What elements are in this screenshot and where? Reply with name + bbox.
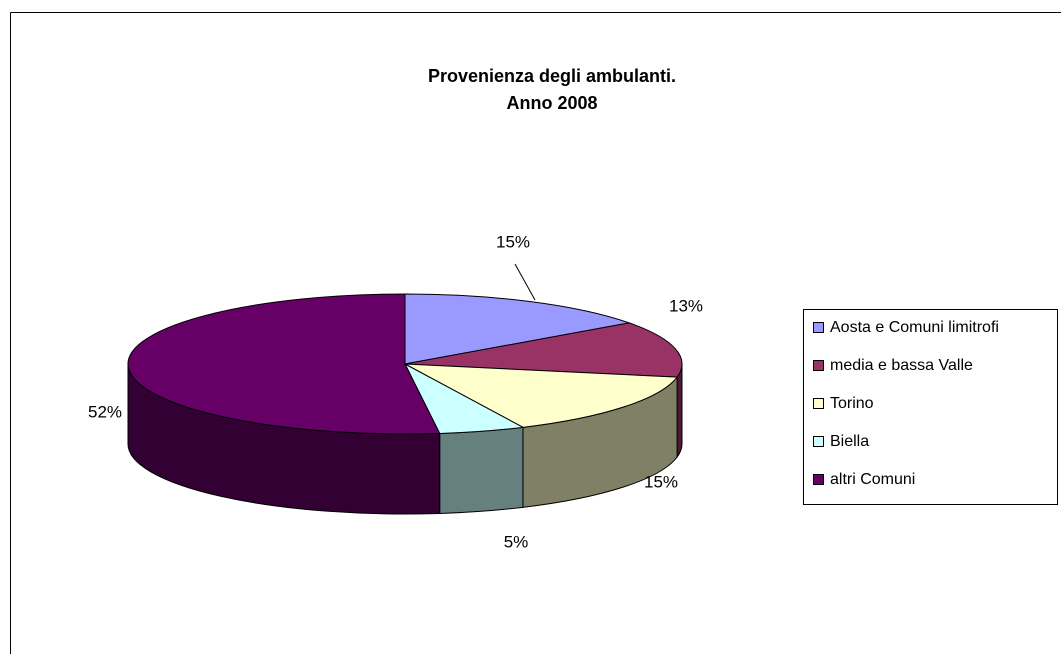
data-label: 52% [88,402,122,421]
chart-subtitle: Anno 2008 [506,93,597,113]
pie-slice [404,363,679,428]
legend-swatch [813,360,824,371]
legend-box [803,309,1058,505]
data-label: 13% [669,296,703,315]
legend-label: Torino [830,395,874,412]
pie-sides [127,363,683,515]
legend-swatch [813,398,824,409]
pie-slice [404,293,632,365]
pie-tops [127,293,683,435]
data-label: 15% [644,472,678,491]
data-label: 5% [504,532,529,551]
data-label: 15% [496,232,530,251]
legend-label: altri Comuni [830,471,915,488]
legend-swatch [813,322,824,333]
chart-title: Provenienza degli ambulanti. [428,66,676,86]
legend-label: Aosta e Comuni limitrofi [830,319,999,336]
pie-slice-side [439,426,524,514]
pie-slice [404,322,683,378]
legend-swatch [813,436,824,447]
pie-slice-side [676,363,683,459]
legend-label: Biella [830,433,869,450]
legend-swatch [813,474,824,485]
legend-label: media e bassa Valle [830,357,973,374]
pie-slice [127,293,441,435]
leader-line [514,263,536,301]
